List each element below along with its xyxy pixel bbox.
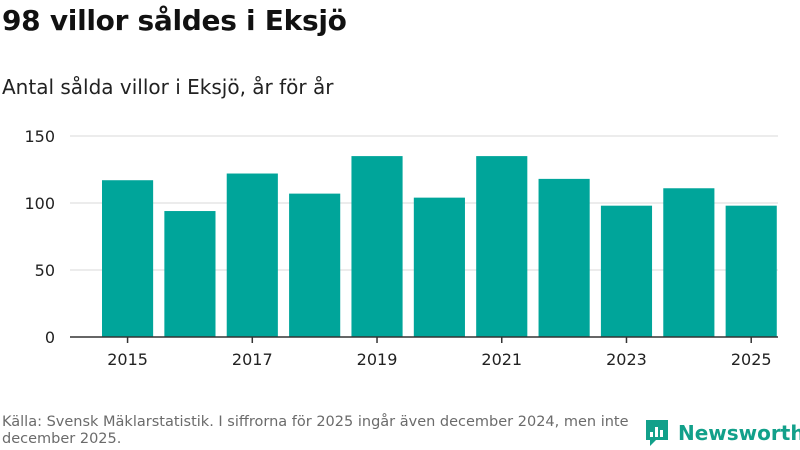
bar-layer [102, 156, 777, 337]
y-tick-label: 100 [24, 194, 55, 213]
newsworthy-logo-icon [646, 420, 668, 446]
y-tick-label: 50 [35, 261, 55, 280]
axis-layer: 0 50 100 150 2015 2017 2019 2021 2023 2025 [24, 127, 778, 369]
bar-2022 [538, 178, 590, 337]
bar-chart: 0 50 100 150 2015 2017 2019 2021 2023 2025 [24, 127, 778, 369]
bar-2023 [600, 205, 653, 337]
y-tick-label: 150 [24, 127, 55, 146]
bar-2017 [226, 173, 278, 337]
bar-2024 [663, 188, 715, 337]
x-tick-label: 2019 [357, 350, 398, 369]
bar-2021 [476, 156, 528, 337]
bar-2020 [413, 197, 465, 337]
newsworthy-logo[interactable]: Newsworthy [644, 418, 800, 448]
brand-name: Newsworthy [678, 421, 800, 445]
chart-title: 98 villor såldes i Eksjö [2, 4, 347, 37]
chart-subtitle: Antal sålda villor i Eksjö, år för år [2, 75, 334, 99]
bar-2025 [725, 205, 777, 337]
source-note: Källa: Svensk Mäklarstatistik. I siffror… [2, 414, 629, 447]
bar-2015 [102, 180, 154, 337]
x-tick-label: 2017 [232, 350, 273, 369]
bar-2016 [164, 211, 216, 337]
x-tick-label: 2025 [731, 350, 772, 369]
x-tick-label: 2021 [481, 350, 522, 369]
x-tick-label: 2015 [107, 350, 148, 369]
bar-2018 [289, 193, 341, 337]
x-tick-label: 2023 [606, 350, 647, 369]
bar-2019 [351, 156, 403, 337]
y-tick-label: 0 [45, 328, 55, 347]
